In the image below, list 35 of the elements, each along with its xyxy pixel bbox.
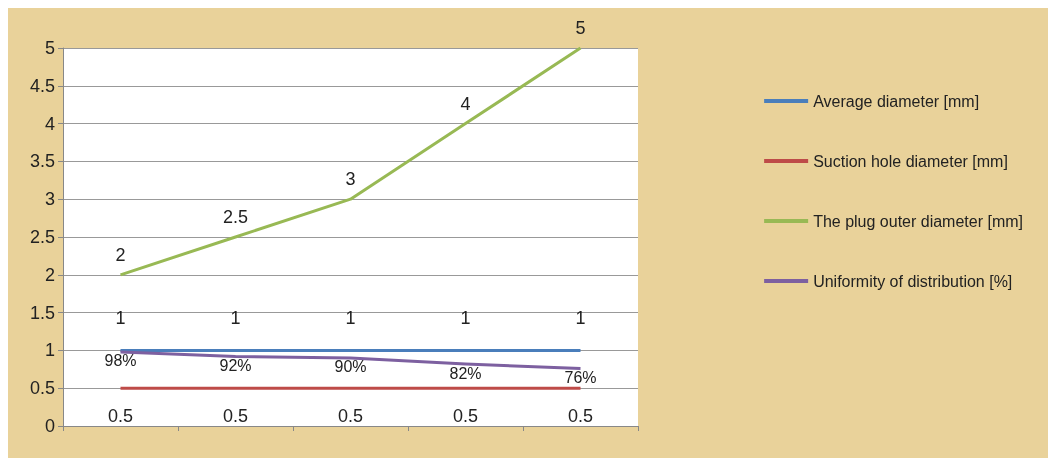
y-tick-label: 3.5 bbox=[29, 151, 55, 172]
y-tick-label: 4 bbox=[44, 113, 55, 134]
data-label: 0.5 bbox=[337, 406, 364, 427]
data-label: 2 bbox=[115, 244, 126, 265]
data-label: 4 bbox=[460, 93, 471, 114]
y-tick-label: 0 bbox=[44, 416, 55, 436]
y-tick-label: 0.5 bbox=[29, 378, 55, 399]
data-label: 5 bbox=[575, 18, 586, 38]
legend-label: Average diameter [mm] bbox=[813, 92, 980, 110]
data-label: 92% bbox=[219, 356, 252, 374]
legend-label: Suction hole diameter [mm] bbox=[813, 152, 1008, 170]
data-label: 1 bbox=[230, 308, 241, 329]
y-tick-label: 1 bbox=[44, 340, 55, 361]
data-label: 0.5 bbox=[222, 406, 249, 427]
data-label: 98% bbox=[104, 352, 137, 370]
legend-label: Uniformity of distribution [%] bbox=[813, 272, 1013, 290]
data-label: 3 bbox=[345, 169, 356, 190]
legend-label: The plug outer diameter [mm] bbox=[813, 212, 1024, 230]
data-label: 76% bbox=[564, 369, 597, 387]
data-label: 90% bbox=[334, 358, 367, 376]
data-label: 0.5 bbox=[567, 406, 594, 427]
y-tick-label: 2 bbox=[44, 264, 55, 285]
data-label: 1 bbox=[345, 308, 356, 329]
data-label: 0.5 bbox=[452, 406, 479, 427]
y-tick-label: 1.5 bbox=[29, 302, 55, 323]
y-tick-label: 4.5 bbox=[29, 75, 55, 96]
y-tick-label: 2.5 bbox=[29, 227, 55, 247]
data-label: 1 bbox=[115, 308, 126, 329]
data-label: 1 bbox=[460, 308, 471, 329]
data-label: 0.5 bbox=[107, 406, 134, 427]
y-tick-label: 5 bbox=[44, 38, 55, 58]
data-label: 1 bbox=[575, 308, 586, 329]
data-label: 82% bbox=[449, 364, 482, 382]
y-tick-label: 3 bbox=[44, 189, 55, 210]
data-label: 2.5 bbox=[222, 207, 249, 227]
